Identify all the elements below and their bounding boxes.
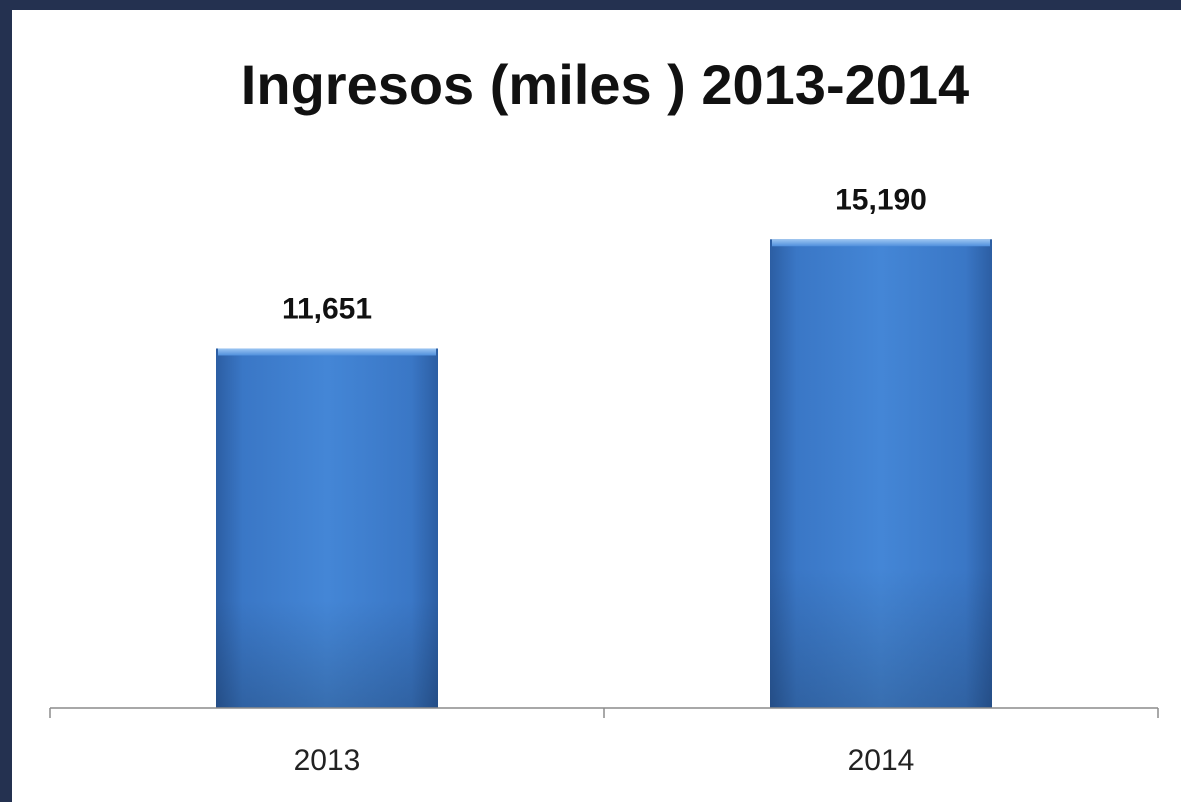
chart-title: Ingresos (miles ) 2013-2014 <box>240 53 970 116</box>
bars-layer <box>216 239 992 708</box>
bar-shade <box>216 348 438 708</box>
bar-shade <box>770 239 992 708</box>
data-label: 11,651 <box>282 292 372 325</box>
bar-2014 <box>770 239 992 708</box>
x-tick-label: 2013 <box>294 744 361 777</box>
bar-highlight <box>772 239 990 247</box>
bar-2013 <box>216 348 438 708</box>
data-label: 15,190 <box>835 183 927 216</box>
x-tick-label: 2014 <box>848 744 915 777</box>
bar-highlight <box>218 348 436 356</box>
labels-layer: 11,651 2013 15,190 2014 <box>282 183 927 777</box>
x-axis <box>49 707 1159 718</box>
